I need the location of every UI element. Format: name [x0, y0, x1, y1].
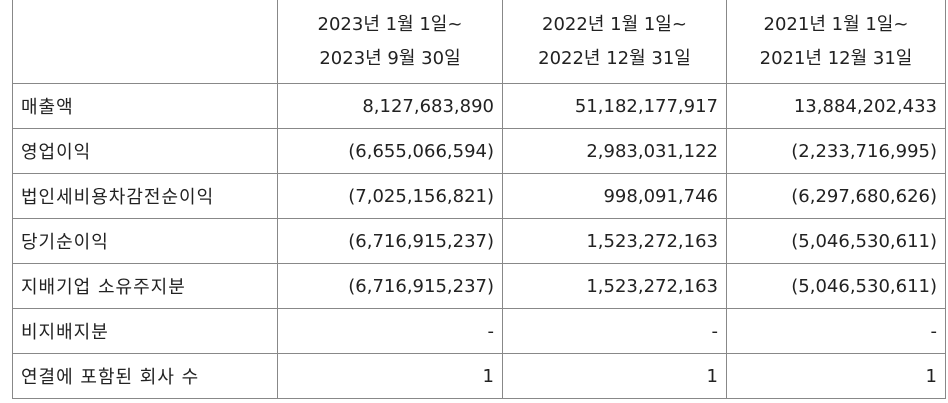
- value-cell: 1,523,272,163: [502, 218, 727, 264]
- period-start: 2022년 1월 1일~: [542, 13, 687, 35]
- financial-table: 2023년 1월 1일~ 2023년 9월 30일 2022년 1월 1일~ 2022…: [12, 0, 946, 399]
- value-cell: (6,297,680,626): [726, 173, 946, 219]
- value-cell: (2,233,716,995): [726, 128, 946, 174]
- row-label: 지배기업 소유주지분: [12, 263, 278, 309]
- value-cell: (6,716,915,237): [277, 218, 503, 264]
- corner-cell: [12, 0, 278, 84]
- value-cell: -: [726, 308, 946, 354]
- row-label: 연결에 포함된 회사 수: [12, 353, 278, 399]
- value-cell: (6,655,066,594): [277, 128, 503, 174]
- column-header: 2022년 1월 1일~ 2022년 12월 31일: [502, 0, 727, 84]
- column-header: 2023년 1월 1일~ 2023년 9월 30일: [277, 0, 503, 84]
- value-cell: 1: [277, 353, 503, 399]
- period-start: 2023년 1월 1일~: [317, 13, 463, 35]
- value-cell: 1: [726, 353, 946, 399]
- table-row: 영업이익 (6,655,066,594) 2,983,031,122 (2,233,7…: [12, 128, 946, 174]
- header-row: 2023년 1월 1일~ 2023년 9월 30일 2022년 1월 1일~ 2022…: [12, 0, 946, 84]
- row-label: 비지배지분: [12, 308, 278, 354]
- value-cell: (5,046,530,611): [726, 218, 946, 264]
- row-label: 당기순이익: [12, 218, 278, 264]
- value-cell: 13,884,202,433: [726, 83, 946, 129]
- row-label: 법인세비용차감전순이익: [12, 173, 278, 219]
- table-row: 지배기업 소유주지분 (6,716,915,237) 1,523,272,163 (5…: [12, 263, 946, 309]
- table-row: 매출액 8,127,683,890 51,182,177,917 13,884,202…: [12, 83, 946, 129]
- period-end: 2021년 12월 31일: [759, 47, 913, 69]
- table-row: 법인세비용차감전순이익 (7,025,156,821) 998,091,746 (6,…: [12, 173, 946, 219]
- value-cell: 1,523,272,163: [502, 263, 727, 309]
- value-cell: (6,716,915,237): [277, 263, 503, 309]
- value-cell: (5,046,530,611): [726, 263, 946, 309]
- value-cell: 2,983,031,122: [502, 128, 727, 174]
- row-label: 영업이익: [12, 128, 278, 174]
- value-cell: 8,127,683,890: [277, 83, 503, 129]
- column-header: 2021년 1월 1일~ 2021년 12월 31일: [726, 0, 946, 84]
- table-row: 비지배지분 - - -: [12, 308, 946, 354]
- value-cell: (7,025,156,821): [277, 173, 503, 219]
- table-row: 당기순이익 (6,716,915,237) 1,523,272,163 (5,046,…: [12, 218, 946, 264]
- period-end: 2023년 9월 30일: [319, 47, 461, 69]
- period-end: 2022년 12월 31일: [538, 47, 691, 69]
- value-cell: 998,091,746: [502, 173, 727, 219]
- period-start: 2021년 1월 1일~: [763, 13, 909, 35]
- value-cell: -: [502, 308, 727, 354]
- value-cell: 51,182,177,917: [502, 83, 727, 129]
- value-cell: -: [277, 308, 503, 354]
- row-label: 매출액: [12, 83, 278, 129]
- value-cell: 1: [502, 353, 727, 399]
